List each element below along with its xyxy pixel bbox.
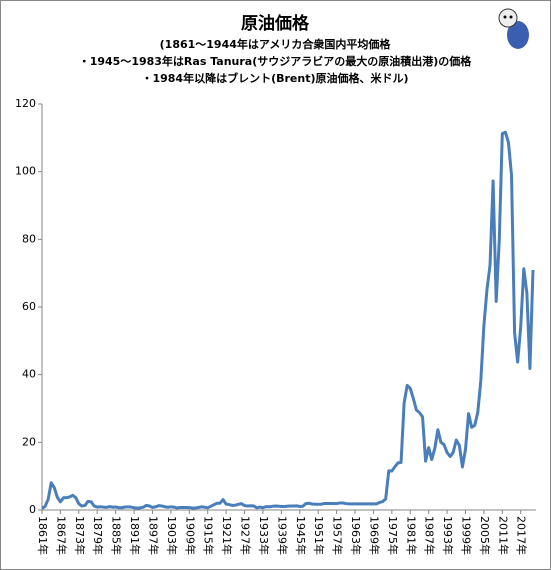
x-tick-label: 1987年 — [423, 516, 437, 555]
x-tick-label: 1981年 — [404, 516, 418, 555]
x-tick-label: 1975年 — [386, 516, 400, 555]
x-tick-label: 1969年 — [367, 516, 381, 555]
x-tick-label: 1873年 — [73, 516, 87, 555]
y-tick-label: 20 — [22, 435, 36, 448]
y-tick-label: 60 — [22, 300, 36, 313]
x-tick-label: 1927年 — [239, 516, 253, 555]
x-tick-label: 2011年 — [496, 516, 510, 555]
x-tick-label: 1903年 — [165, 516, 179, 555]
x-tick-label: 1951年 — [312, 516, 326, 555]
y-tick-label: 40 — [22, 368, 36, 381]
y-tick-label: 100 — [15, 165, 36, 178]
x-tick-label: 2005年 — [478, 516, 492, 555]
x-tick-label: 1999年 — [459, 516, 473, 555]
y-tick-label: 80 — [22, 232, 36, 245]
x-tick-label: 1939年 — [275, 516, 289, 555]
x-tick-label: 1993年 — [441, 516, 455, 555]
x-tick-label: 1897年 — [146, 516, 160, 555]
subtitle: ・1945～1983年はRas Tanura(サウジアラビアの最大の原油積出港)… — [79, 54, 473, 68]
y-tick-label: 0 — [29, 503, 36, 516]
x-tick-label: 1861年 — [36, 516, 50, 555]
x-tick-label: 1933年 — [257, 516, 271, 555]
x-tick-label: 1915年 — [202, 516, 216, 555]
x-tick-label: 1867年 — [54, 516, 68, 555]
x-tick-label: 1963年 — [349, 516, 363, 555]
x-tick-label: 1885年 — [110, 516, 124, 555]
x-tick-label: 1921年 — [220, 516, 234, 555]
x-tick-label: 1909年 — [183, 516, 197, 555]
x-tick-label: 1879年 — [91, 516, 105, 555]
mascot-icon — [498, 8, 529, 49]
subtitle: (1861～1944年はアメリカ合衆国内平均価格 — [160, 37, 392, 51]
x-tick-label: 2017年 — [515, 516, 529, 555]
x-tick-label: 1957年 — [331, 516, 345, 555]
y-tick-label: 120 — [15, 97, 36, 110]
subtitle: ・1984年以降はブレント(Brent)原油価格、米ドル) — [141, 71, 408, 85]
chart-title: 原油価格 — [241, 13, 310, 34]
data-line — [41, 130, 535, 510]
x-tick-label: 1945年 — [294, 516, 308, 555]
x-tick-label: 1891年 — [128, 516, 142, 555]
